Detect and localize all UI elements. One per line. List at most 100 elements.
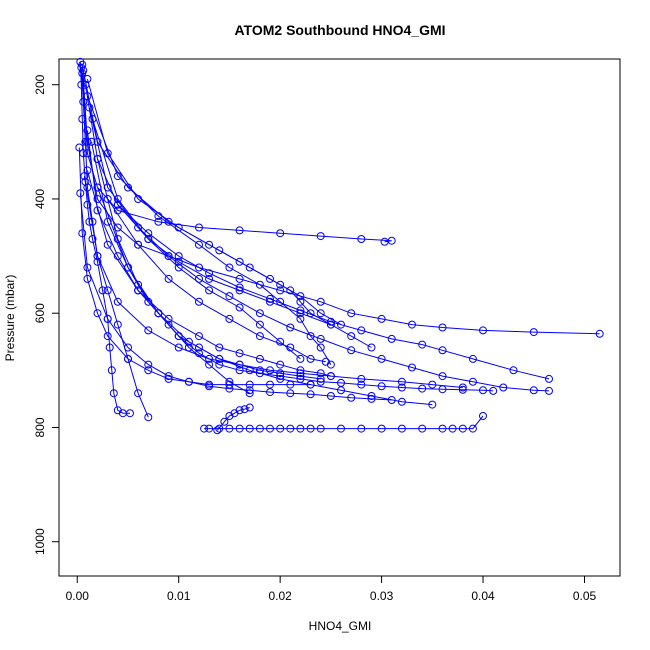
data-point <box>266 297 274 306</box>
data-point <box>316 334 325 343</box>
data-point <box>83 274 92 283</box>
data-point <box>296 366 305 375</box>
data-point <box>245 263 254 272</box>
series-line-9 <box>92 118 301 360</box>
data-point <box>103 183 112 192</box>
data-point <box>225 314 234 323</box>
series-line-0 <box>79 61 130 414</box>
data-point <box>468 354 477 363</box>
data-point <box>205 354 214 363</box>
data-point <box>326 372 335 381</box>
data-point <box>397 377 406 386</box>
x-tick-label: 0.01 <box>167 589 191 603</box>
data-point <box>255 354 264 363</box>
data-point <box>174 263 183 272</box>
data-point <box>225 292 234 301</box>
data-point <box>195 263 203 272</box>
data-point <box>235 226 244 235</box>
data-point <box>93 257 102 266</box>
data-point <box>276 280 285 289</box>
y-tick-label: 600 <box>33 303 47 323</box>
data-point <box>195 223 203 232</box>
data-point <box>316 309 325 318</box>
data-point <box>306 424 315 433</box>
data-point <box>113 235 122 243</box>
data-point <box>235 360 244 369</box>
data-point <box>306 354 315 363</box>
data-point <box>468 424 477 433</box>
data-point <box>499 383 508 392</box>
data-point <box>245 380 254 389</box>
data-point <box>296 292 305 301</box>
data-point <box>296 369 305 378</box>
data-point <box>75 143 84 152</box>
data-point <box>205 360 214 369</box>
data-point <box>468 377 477 386</box>
data-point <box>83 92 92 101</box>
data-point <box>200 424 209 433</box>
data-point <box>195 297 203 306</box>
data-point <box>235 424 244 433</box>
data-point <box>255 280 264 289</box>
data-point <box>144 413 153 422</box>
series-line-7 <box>86 95 332 365</box>
data-point <box>529 328 538 337</box>
data-point <box>316 424 325 433</box>
plot-frame <box>58 58 621 577</box>
data-point <box>545 374 553 383</box>
series-line-17 <box>83 176 463 388</box>
data-point <box>276 372 285 381</box>
data-point <box>326 320 335 329</box>
data-point <box>195 332 203 341</box>
data-point <box>276 369 285 378</box>
data-point <box>103 314 112 323</box>
data-point <box>87 137 96 146</box>
data-point <box>105 343 114 352</box>
data-point <box>387 334 396 343</box>
data-point <box>174 257 183 266</box>
y-axis: 200 400 600 800 1000 <box>33 74 60 555</box>
data-point <box>134 389 143 398</box>
data-point <box>387 396 396 404</box>
data-point <box>367 343 376 352</box>
data-point <box>235 274 244 283</box>
data-point <box>81 80 90 89</box>
data-point <box>205 424 214 433</box>
series-line-20 <box>107 198 326 363</box>
data-point <box>276 360 285 369</box>
data-point <box>357 424 366 433</box>
data-point <box>103 240 112 249</box>
data-point <box>215 246 224 255</box>
data-point <box>276 374 285 383</box>
data-point <box>347 393 356 402</box>
data-point <box>124 263 132 272</box>
data-layer <box>75 57 604 435</box>
data-point <box>367 394 376 403</box>
data-point <box>80 172 89 181</box>
data-point <box>408 363 416 372</box>
data-point <box>458 424 467 433</box>
data-point <box>154 212 163 221</box>
data-point <box>174 252 183 261</box>
data-point <box>545 386 553 395</box>
data-point <box>245 403 254 412</box>
data-point <box>83 200 92 209</box>
data-point <box>479 386 487 395</box>
data-point <box>205 240 214 249</box>
data-point <box>347 332 356 341</box>
data-point <box>286 389 295 398</box>
data-point <box>195 240 203 249</box>
data-point <box>103 332 112 341</box>
data-point <box>489 386 498 395</box>
data-point <box>438 424 447 433</box>
data-point <box>144 235 153 243</box>
data-point <box>428 380 437 389</box>
data-point <box>296 306 305 315</box>
chart-title: ATOM2 Southbound HNO4_GMI <box>234 22 445 38</box>
data-point <box>245 366 254 375</box>
data-point <box>93 195 102 203</box>
data-point <box>458 383 467 392</box>
y-tick-label: 400 <box>33 189 47 209</box>
data-point <box>316 297 325 306</box>
